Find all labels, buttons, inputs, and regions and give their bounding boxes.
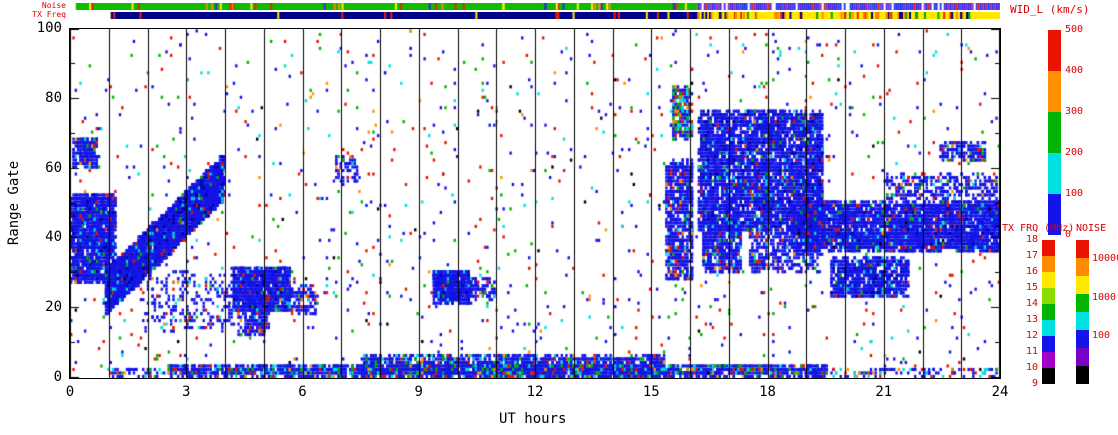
- colorbar-tick-label: 15: [1025, 281, 1038, 293]
- colorbar-cell: [1042, 368, 1055, 384]
- colorbar-cell: [1076, 294, 1089, 312]
- colorbar-cell: [1048, 112, 1061, 153]
- colorbar-cell: [1076, 276, 1089, 294]
- x-tick-label: 12: [526, 384, 544, 400]
- colorbar-cell: [1042, 272, 1055, 288]
- colorbar-tick-label: 500: [1065, 24, 1084, 35]
- colorbar-cell: [1042, 336, 1055, 352]
- x-tick-label: 18: [759, 384, 776, 400]
- x-tick-label: 0: [65, 384, 75, 400]
- y-tick-label: 100: [36, 20, 62, 36]
- txfrq-colorbar: [1042, 240, 1055, 384]
- colorbar-tick-label: 100: [1065, 188, 1084, 199]
- colorbar-cell: [1076, 312, 1089, 330]
- y-tick-label: 60: [45, 159, 62, 176]
- plot-frame: [69, 28, 1001, 379]
- colorbar-tick-label: 18: [1025, 234, 1038, 245]
- x-tick-label: 6: [298, 384, 307, 400]
- x-tick-label: 9: [414, 384, 423, 400]
- colorbar-cell: [1042, 256, 1055, 272]
- noise-strip-label: Noise: [41, 1, 66, 10]
- x-tick-label: 15: [642, 384, 660, 400]
- colorbar-cell: [1076, 366, 1089, 384]
- colorbar-tick-label: 10000: [1092, 252, 1118, 264]
- wid-colorbar: [1048, 30, 1061, 235]
- colorbar-tick-label: 16: [1025, 265, 1038, 277]
- colorbar-cell: [1042, 288, 1055, 304]
- y-axis-title: Range Gate: [6, 160, 22, 246]
- colorbar-tick-label: 12: [1025, 330, 1038, 342]
- colorbar-cell: [1042, 352, 1055, 368]
- y-tick-label: 40: [45, 229, 62, 246]
- y-tick-label: 80: [45, 89, 62, 106]
- range-time-plot-canvas: [70, 29, 1000, 378]
- colorbar-cell: [1076, 330, 1089, 348]
- x-tick-label: 21: [875, 384, 893, 400]
- x-axis-title: UT hours: [499, 411, 567, 427]
- colorbar-cell: [1042, 320, 1055, 336]
- txfreq-status-strip: [70, 12, 1000, 19]
- y-tick-label: 20: [45, 299, 62, 316]
- colorbar-tick-label: 11: [1025, 346, 1038, 358]
- colorbar-cell: [1048, 71, 1061, 112]
- colorbar-tick-label: 400: [1065, 65, 1084, 76]
- colorbar-cell: [1048, 194, 1061, 235]
- colorbar-cell: [1042, 240, 1055, 256]
- colorbar-tick-label: 9: [1031, 378, 1038, 389]
- colorbar-cell: [1076, 258, 1089, 276]
- colorbar-cell: [1076, 348, 1089, 366]
- noise-status-strip: [70, 3, 1000, 10]
- x-tick-label: 24: [991, 384, 1009, 400]
- wid-legend-title: WID_L (km/s): [1010, 3, 1090, 16]
- colorbar-tick-label: 13: [1025, 314, 1038, 326]
- colorbar-tick-label: 0: [1065, 229, 1072, 240]
- colorbar-cell: [1042, 304, 1055, 320]
- y-tick-label: 0: [53, 369, 62, 385]
- colorbar-tick-label: 17: [1025, 249, 1038, 261]
- noise-legend-title: NOISE: [1076, 223, 1107, 234]
- colorbar-cell: [1076, 240, 1089, 258]
- colorbar-tick-label: 100: [1092, 330, 1111, 342]
- colorbar-tick-label: 10: [1025, 362, 1038, 374]
- colorbar-cell: [1048, 153, 1061, 194]
- colorbar-tick-label: 300: [1065, 106, 1084, 117]
- colorbar-tick-label: 200: [1065, 147, 1084, 158]
- colorbar-tick-label: 1000: [1092, 291, 1117, 303]
- txfrq-legend-title: TX FRQ (MHz): [1002, 223, 1075, 234]
- txfreq-strip-label: TX Freq: [32, 10, 66, 19]
- colorbar-cell: [1048, 30, 1061, 71]
- noise-colorbar: [1076, 240, 1089, 384]
- colorbar-tick-label: 14: [1025, 297, 1038, 309]
- x-tick-label: 3: [182, 384, 191, 400]
